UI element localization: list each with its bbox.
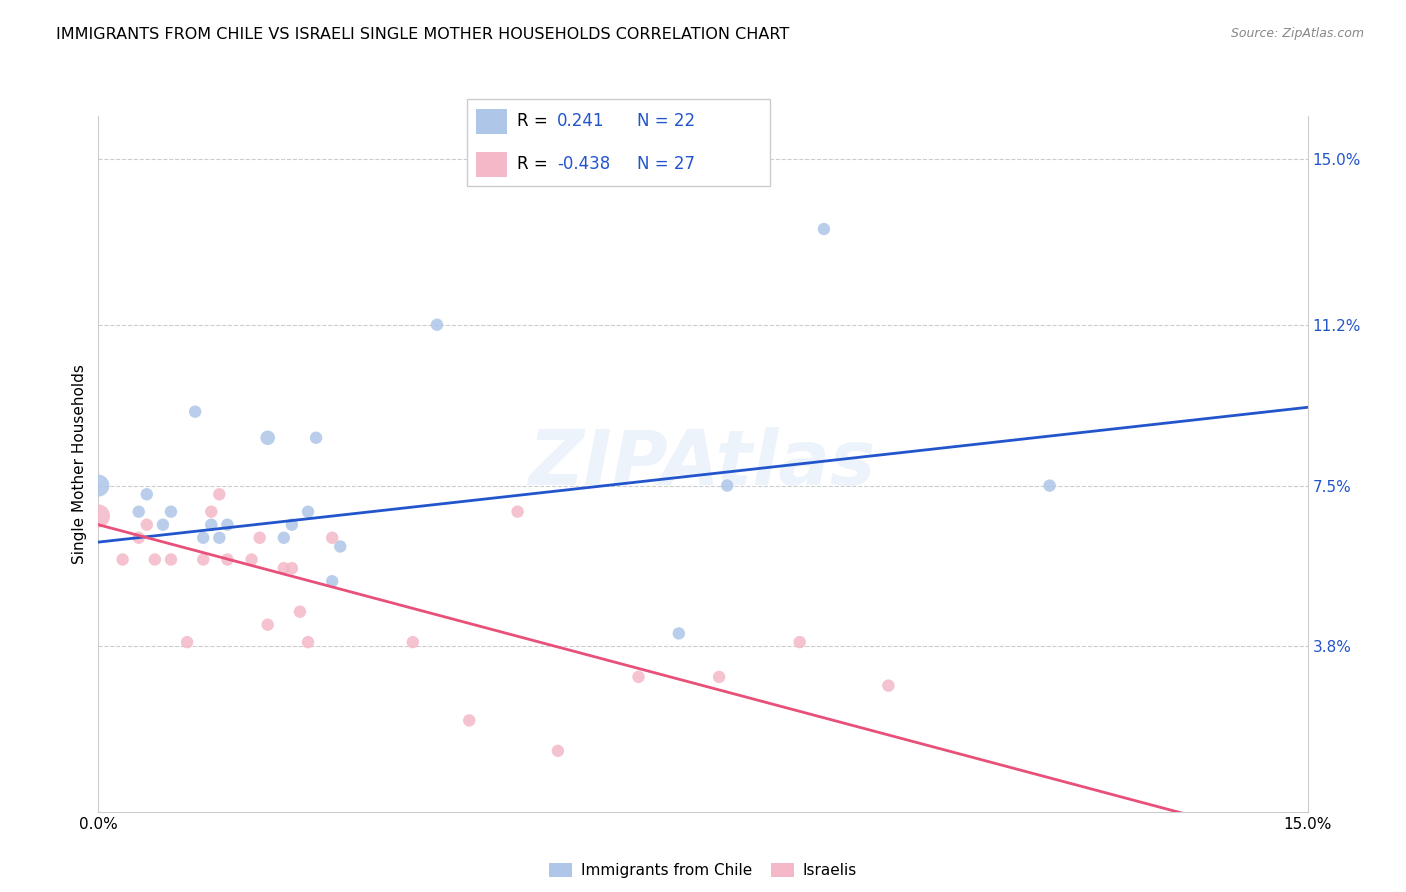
Point [297, 505, 319, 519]
Text: ZIPAtlas: ZIPAtlas [529, 427, 877, 500]
Point [273, 561, 295, 575]
Point [288, 605, 311, 619]
Point [1039, 478, 1062, 492]
Point [458, 714, 481, 728]
Point [321, 531, 343, 545]
Point [143, 552, 166, 566]
Point [707, 670, 730, 684]
Point [321, 574, 343, 589]
Point [249, 531, 271, 545]
Point [193, 552, 215, 566]
Point [128, 531, 150, 545]
Point [426, 318, 449, 332]
Point [273, 531, 295, 545]
FancyBboxPatch shape [467, 99, 770, 186]
Point [547, 744, 569, 758]
Point [160, 552, 183, 566]
Point [668, 626, 690, 640]
Point [402, 635, 425, 649]
Point [256, 617, 278, 632]
Point [297, 635, 319, 649]
Text: 0.241: 0.241 [557, 112, 605, 130]
Point [789, 635, 811, 649]
Point [200, 505, 222, 519]
Point [716, 478, 738, 492]
FancyBboxPatch shape [477, 152, 508, 177]
Point [305, 431, 328, 445]
FancyBboxPatch shape [477, 109, 508, 134]
Text: Source: ZipAtlas.com: Source: ZipAtlas.com [1230, 27, 1364, 40]
Point [240, 552, 263, 566]
Point [329, 540, 352, 554]
Point [176, 635, 198, 649]
Point [281, 517, 304, 532]
Text: N = 22: N = 22 [637, 112, 696, 130]
Point [506, 505, 529, 519]
Point [208, 487, 231, 501]
Text: R =: R = [516, 112, 553, 130]
Point [160, 505, 183, 519]
Point [217, 552, 239, 566]
Point [87, 508, 110, 523]
Point [135, 487, 157, 501]
Point [256, 431, 278, 445]
Point [200, 517, 222, 532]
Text: N = 27: N = 27 [637, 155, 695, 173]
Point [128, 505, 150, 519]
Point [281, 561, 304, 575]
Point [111, 552, 134, 566]
Text: -0.438: -0.438 [557, 155, 610, 173]
Point [813, 222, 835, 236]
Text: IMMIGRANTS FROM CHILE VS ISRAELI SINGLE MOTHER HOUSEHOLDS CORRELATION CHART: IMMIGRANTS FROM CHILE VS ISRAELI SINGLE … [56, 27, 790, 42]
Point [135, 517, 157, 532]
Text: R =: R = [516, 155, 553, 173]
Point [184, 405, 207, 419]
Point [217, 517, 239, 532]
Point [877, 679, 900, 693]
Point [208, 531, 231, 545]
Y-axis label: Single Mother Households: Single Mother Households [72, 364, 87, 564]
Point [152, 517, 174, 532]
Legend: Immigrants from Chile, Israelis: Immigrants from Chile, Israelis [543, 857, 863, 884]
Point [627, 670, 650, 684]
Point [193, 531, 215, 545]
Point [87, 478, 110, 492]
